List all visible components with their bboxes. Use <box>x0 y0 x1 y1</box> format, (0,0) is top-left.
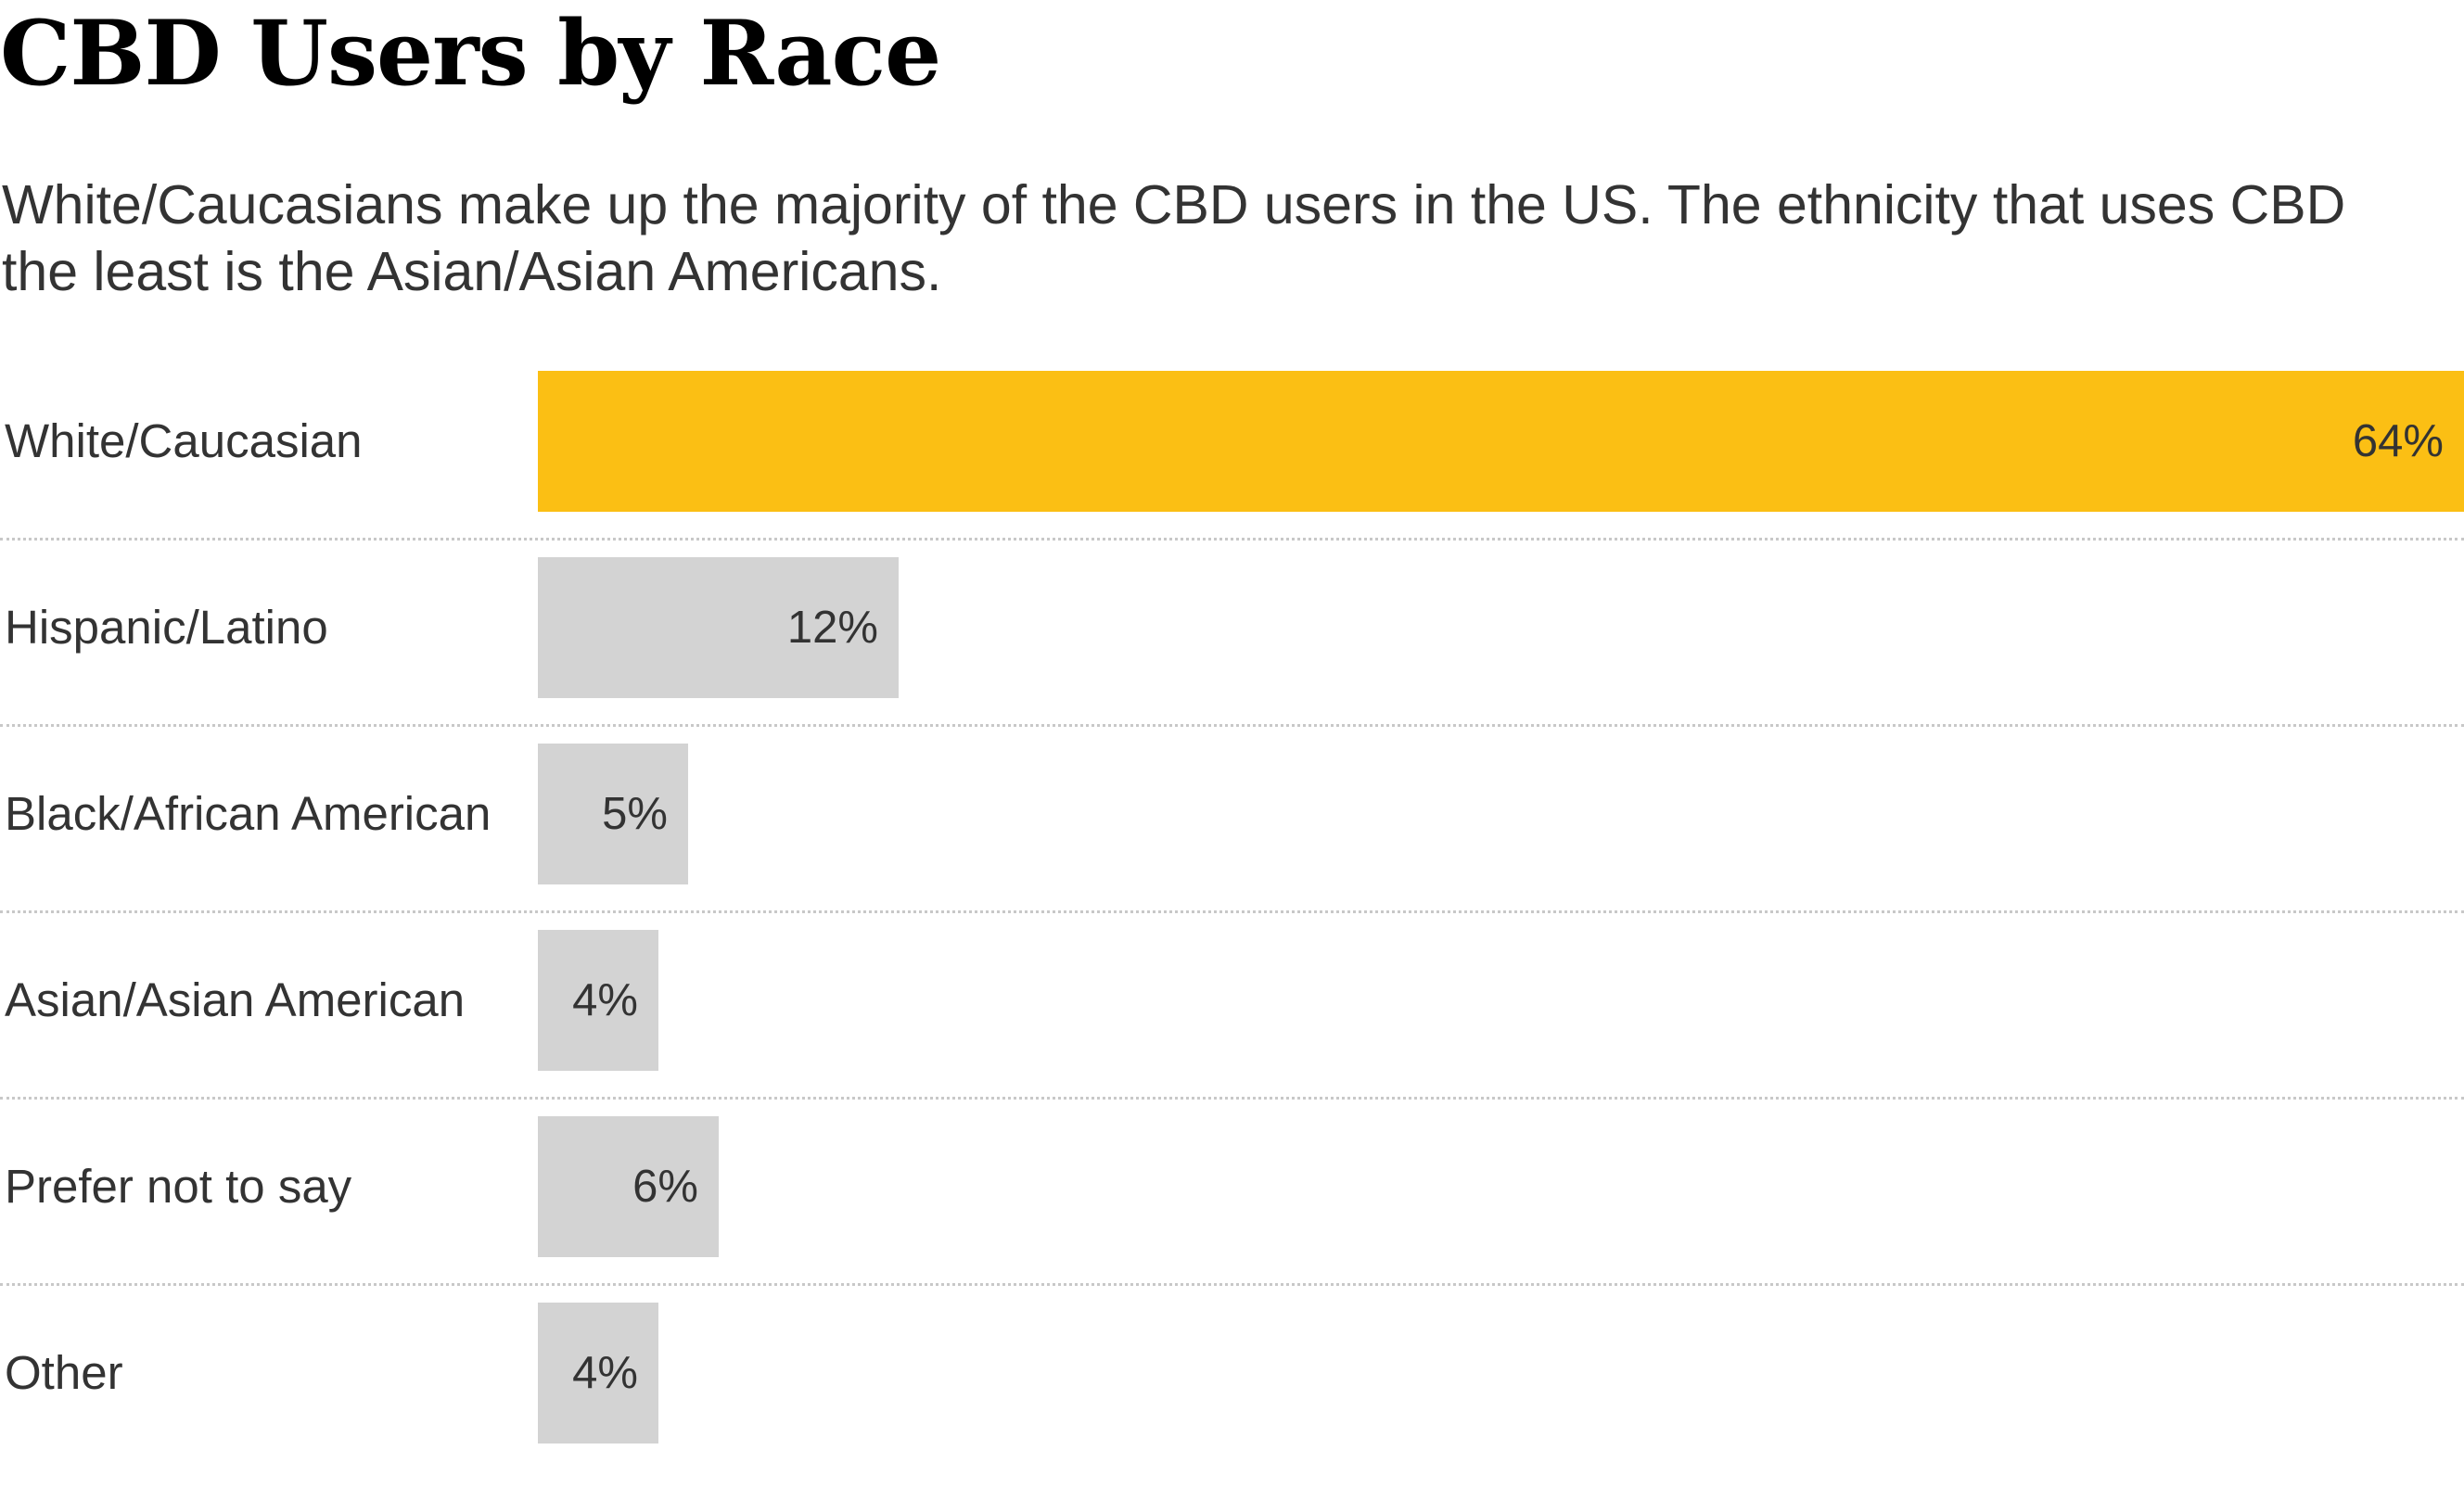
bar-row: Hispanic/Latino 12% <box>0 557 2464 743</box>
bar: 5% <box>538 744 688 884</box>
bar: 64% <box>538 371 2464 512</box>
category-label: Prefer not to say <box>5 1160 352 1213</box>
chart-subtitle: White/Caucasians make up the majority of… <box>2 174 2346 302</box>
value-label: 6% <box>632 1162 698 1212</box>
bar-row: Asian/Asian American 4% <box>0 930 2464 1115</box>
category-label: Hispanic/Latino <box>5 601 328 654</box>
bar-row: Other 4% <box>0 1303 2464 1488</box>
category-label: Asian/Asian American <box>5 973 466 1026</box>
value-label: 5% <box>602 789 668 839</box>
value-label: 4% <box>572 1348 638 1398</box>
row-divider <box>0 724 2464 727</box>
bar-chart: White/Caucasian 64% Hispanic/Latino 12% Blac… <box>0 371 2464 1474</box>
bar-row: Black/African American 5% <box>0 744 2464 929</box>
category-label: Other <box>5 1346 123 1399</box>
row-divider <box>0 1283 2464 1286</box>
value-label: 64% <box>2352 416 2444 466</box>
row-divider <box>0 1097 2464 1100</box>
category-label: White/Caucasian <box>5 414 363 467</box>
bar-row: Prefer not to say 6% <box>0 1116 2464 1302</box>
bar-row: White/Caucasian 64% <box>0 371 2464 556</box>
bar: 4% <box>538 1303 658 1443</box>
bar: 4% <box>538 930 658 1071</box>
bar: 12% <box>538 557 899 698</box>
value-label: 12% <box>786 603 878 653</box>
row-divider <box>0 910 2464 913</box>
category-label: Black/African American <box>5 787 492 840</box>
bar: 6% <box>538 1116 719 1257</box>
chart-title: CBD Users by Race <box>0 1 941 106</box>
value-label: 4% <box>572 975 638 1025</box>
row-divider <box>0 538 2464 541</box>
